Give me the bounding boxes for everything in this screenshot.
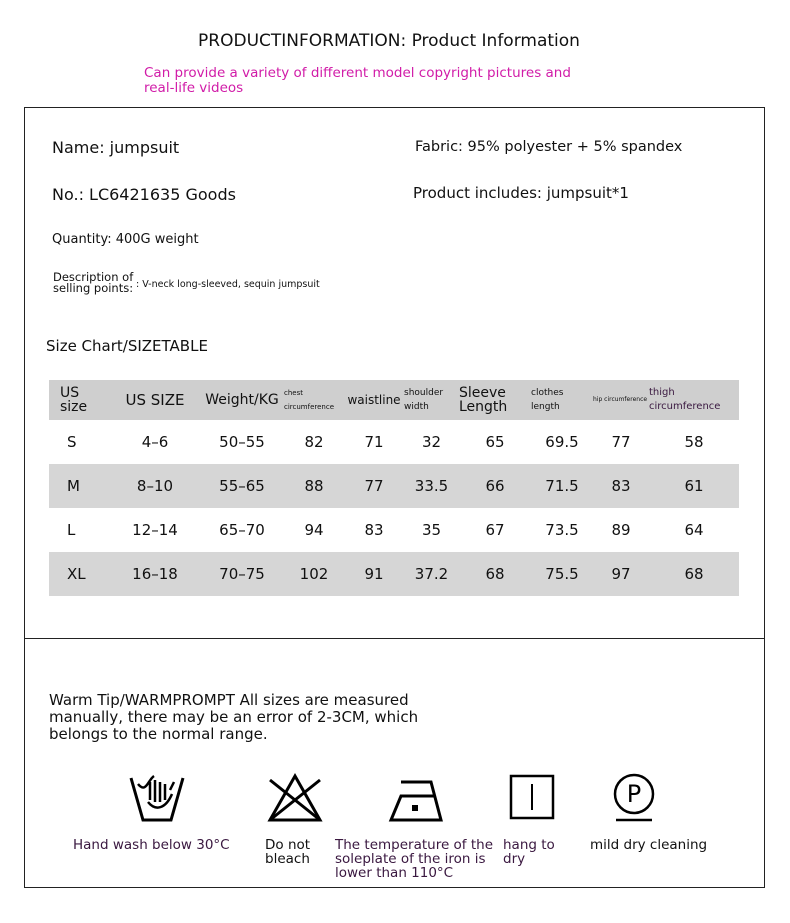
care-label-hand-wash: Hand wash below 30°C — [73, 837, 230, 853]
size-table: US size US SIZE Weight/KG chest circumfe… — [49, 380, 739, 596]
table-cell: 75.5 — [531, 552, 593, 596]
table-cell: S — [67, 433, 77, 451]
table-cell: 33.5 — [404, 464, 459, 508]
table-cell: XL — [49, 552, 110, 596]
product-includes: Product includes: jumpsuit*1 — [413, 184, 629, 202]
table-cell: M — [49, 464, 110, 508]
table-cell: 77 — [344, 464, 404, 508]
care-label-iron: The temperature of the soleplate of the … — [335, 837, 494, 881]
table-cell: 32 — [421, 433, 442, 451]
care-label-hang-dry: hang to dry — [503, 837, 555, 867]
table-cell: 55–65 — [200, 464, 284, 508]
description-value: : V-neck long-sleeved, sequin jumpsuit — [136, 279, 320, 290]
table-cell: 67 — [485, 521, 505, 539]
table-row: L 12–14 65–70 94 83 35 67 73.5 89 64 — [49, 508, 739, 552]
table-cell: 77 — [611, 433, 631, 451]
iron-low-icon — [388, 780, 443, 822]
table-cell: 82 — [304, 433, 324, 451]
table-cell: 68 — [649, 552, 739, 596]
table-cell: 71 — [364, 433, 384, 451]
table-cell: 61 — [649, 464, 739, 508]
table-cell: 88 — [284, 464, 344, 508]
description-label: Description of selling points: — [53, 270, 134, 295]
table-cell: L — [67, 521, 76, 539]
table-cell: 69.5 — [545, 433, 579, 451]
table-cell: 102 — [284, 552, 344, 596]
page-title: PRODUCTINFORMATION: Product Information — [198, 31, 580, 51]
svg-text:P: P — [627, 780, 641, 808]
table-cell: 4–6 — [141, 433, 169, 451]
warm-tip: Warm Tip/WARMPROMPT All sizes are measur… — [49, 691, 419, 743]
table-cell: 58 — [684, 433, 704, 451]
table-cell: 83 — [593, 464, 649, 508]
hang-dry-icon — [509, 774, 555, 820]
table-cell: 70–75 — [200, 552, 284, 596]
table-cell: 16–18 — [110, 552, 200, 596]
table-row: S 4–6 50–55 82 71 32 65 69.5 77 58 — [49, 420, 739, 464]
table-cell: 65 — [485, 433, 505, 451]
table-cell: 89 — [611, 521, 631, 539]
table-cell: 91 — [344, 552, 404, 596]
product-name: Name: jumpsuit — [52, 138, 180, 157]
table-cell: 64 — [684, 521, 704, 539]
table-cell: 66 — [459, 464, 531, 508]
table-cell: 12–14 — [132, 521, 178, 539]
hand-wash-icon — [129, 774, 185, 822]
table-cell: 73.5 — [545, 521, 579, 539]
info-box — [24, 107, 765, 888]
table-cell: 97 — [593, 552, 649, 596]
table-cell: 50–55 — [219, 433, 265, 451]
subtitle: Can provide a variety of different model… — [144, 65, 571, 96]
table-cell: 37.2 — [404, 552, 459, 596]
dry-clean-icon: P — [613, 773, 655, 822]
table-row: XL 16–18 70–75 102 91 37.2 68 75.5 97 68 — [49, 552, 739, 596]
table-cell: 94 — [304, 521, 324, 539]
table-cell: 8–10 — [110, 464, 200, 508]
fabric: Fabric: 95% polyester + 5% spandex — [415, 139, 683, 155]
quantity: Quantity: 400G weight — [52, 232, 199, 247]
table-cell: 71.5 — [531, 464, 593, 508]
table-cell: 83 — [364, 521, 384, 539]
table-header: US size US SIZE Weight/KG chest circumfe… — [49, 380, 739, 420]
care-label-dry-clean: mild dry cleaning — [590, 837, 708, 853]
table-cell: 65–70 — [219, 521, 265, 539]
table-row: M 8–10 55–65 88 77 33.5 66 71.5 83 61 — [49, 464, 739, 508]
no-bleach-icon — [267, 772, 323, 822]
product-number: No.: LC6421635 Goods — [52, 185, 236, 204]
table-cell: 68 — [459, 552, 531, 596]
size-chart-title: Size Chart/SIZETABLE — [46, 337, 208, 355]
care-label-no-bleach: Do not bleach — [265, 837, 311, 867]
divider — [24, 638, 764, 639]
table-cell: 35 — [421, 521, 442, 539]
